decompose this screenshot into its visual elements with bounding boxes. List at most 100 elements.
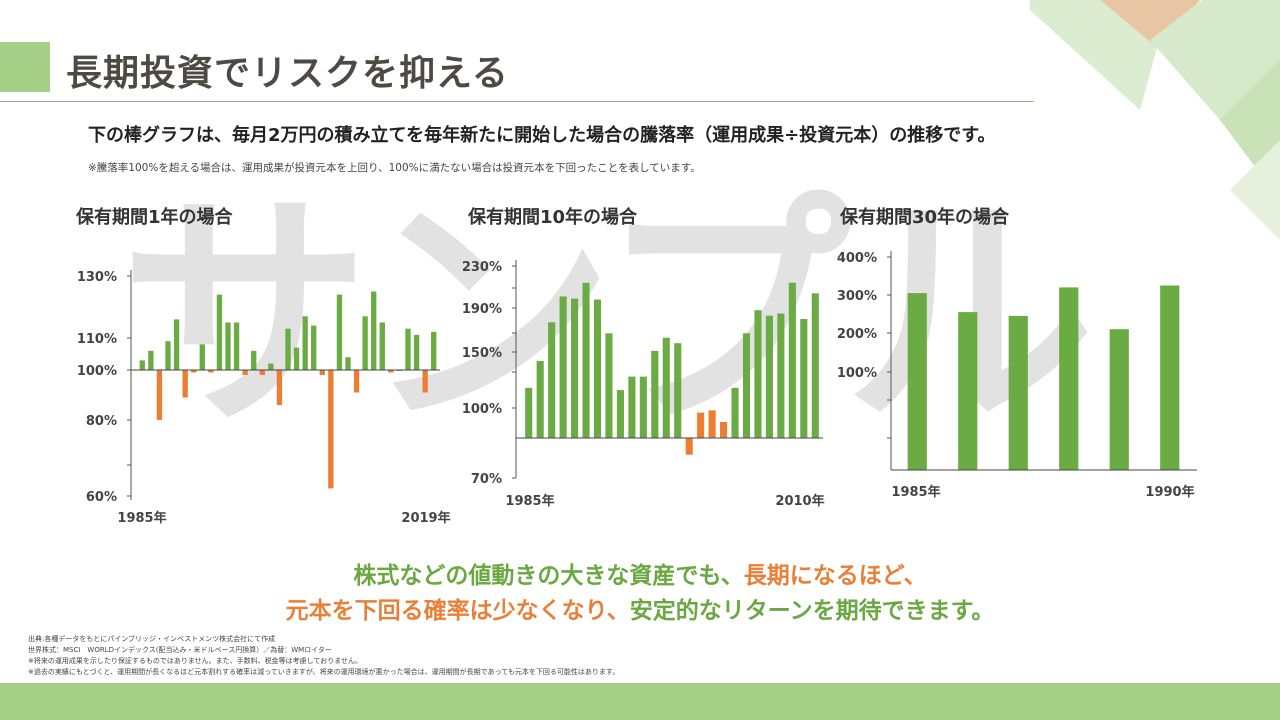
bar-1992: [199, 344, 205, 370]
bar-1998: [251, 350, 257, 370]
bar-1996: [651, 350, 659, 438]
bar-1999: [685, 438, 693, 455]
chart-description: 下の棒グラフは、毎月2万円の積み立てを毎年新たに開始した場合の騰落率（運用成果÷…: [88, 125, 996, 146]
message-line-1-b: 長期になるほど、: [743, 563, 927, 589]
bar-1988: [559, 296, 567, 438]
bar-2011: [362, 316, 368, 370]
bar-1998: [674, 343, 682, 438]
bar-2000: [268, 363, 274, 370]
bar-1990: [182, 370, 188, 398]
y-tick-label: 190%: [462, 302, 502, 317]
y-tick-label: 100%: [77, 364, 117, 379]
bar-1997: [242, 370, 248, 375]
bar-1991: [593, 299, 602, 438]
y-tick-label: 100%: [462, 402, 502, 417]
source-note: 出典:各種データをもとにパインブリッジ・インベストメンツ株式会社にて作成: [28, 635, 276, 643]
footnote-return-ratio: ※騰落率100%を超える場合は、運用成果が投資元本を上回り、100%に満たない場…: [88, 162, 701, 174]
bar-1994: [628, 376, 636, 438]
bar-2004: [742, 333, 751, 438]
bar-1990: [1160, 285, 1180, 470]
x-end-label: 2019年: [401, 510, 450, 526]
y-tick-label: 150%: [462, 346, 502, 361]
bar-1989: [1109, 329, 1129, 470]
message-line-2-a: 元本を下回る確率は少なくなり、: [285, 598, 630, 624]
y-tick-label: 200%: [837, 327, 877, 342]
bar-1985: [139, 360, 145, 370]
message-line-1-a: 株式などの値動きの大きな資産でも、: [353, 563, 744, 589]
y-tick-label: 130%: [77, 270, 117, 285]
x-start-label: 1985年: [117, 510, 166, 526]
bar-2008: [336, 294, 343, 370]
bar-2010: [353, 370, 360, 393]
bar-2018: [422, 370, 428, 393]
bar-2017: [413, 334, 420, 370]
x-start-label: 1985年: [891, 484, 940, 500]
bar-2005: [754, 310, 762, 438]
bar-1993: [616, 390, 624, 438]
bar-2002: [720, 422, 728, 438]
y-tick-label: 80%: [86, 414, 117, 429]
bar-1986: [958, 312, 978, 470]
bar-1987: [156, 370, 163, 420]
bar-1997: [662, 337, 670, 438]
bar-2007: [777, 313, 785, 438]
bar-1987: [548, 322, 556, 438]
bar-1995: [639, 376, 647, 438]
bar-1988: [1059, 287, 1079, 470]
bar-1988: [165, 341, 171, 370]
bar-2010: [811, 293, 819, 438]
chart-title-30yr: 保有期間30年の場合: [840, 207, 1010, 228]
message-line-1: 株式などの値動きの大きな資産でも、長期になるほど、: [0, 556, 1280, 590]
x-start-label: 1985年: [505, 493, 554, 509]
source-notes: 出典:各種データをもとにパインブリッジ・インベストメンツ株式会社にて作成 世界株…: [28, 634, 619, 678]
bar-1986: [536, 360, 544, 438]
bar-1993: [208, 370, 214, 373]
bar-2001: [276, 370, 283, 405]
bar-1989: [571, 298, 579, 438]
bar-2007: [328, 370, 334, 489]
bar-2004: [302, 316, 308, 370]
bar-2019: [431, 331, 437, 370]
bar-1996: [233, 322, 240, 370]
bar-2013: [379, 322, 385, 370]
bar-1999: [259, 370, 265, 375]
bar-2014: [388, 370, 394, 373]
bar-2003: [293, 347, 300, 370]
y-tick-label: 230%: [462, 260, 502, 275]
bar-1990: [582, 282, 590, 438]
y-tick-label: 70%: [471, 472, 502, 487]
y-tick-label: 60%: [86, 490, 117, 505]
bar-1991: [191, 370, 197, 373]
source-note: 世界株式：MSCI WORLDインデックス(配当込み・米ドルベース円換算）／為替…: [28, 646, 332, 654]
chart-title-10yr: 保有期間10年の場合: [468, 207, 638, 228]
bar-2003: [731, 387, 739, 438]
bar-2002: [285, 328, 291, 370]
bar-2000: [697, 412, 705, 438]
bar-1994: [216, 294, 223, 370]
bar-1992: [605, 333, 613, 438]
y-tick-label: 400%: [837, 251, 877, 266]
bar-1987: [1008, 315, 1028, 470]
bar-1995: [225, 322, 231, 370]
bar-1989: [173, 319, 180, 370]
bar-1985: [525, 387, 533, 438]
y-tick-label: 300%: [837, 289, 877, 304]
deco-shape-orange: [1100, 0, 1200, 50]
bar-2009: [800, 319, 808, 438]
deco-shape-green-3: [1230, 140, 1280, 240]
title-accent-bar: [0, 42, 50, 92]
source-note: ※将来の運用成果を示したり保証するものではありません。また、手数料、税金等は考慮…: [28, 657, 363, 665]
bar-2006: [765, 315, 773, 438]
title-divider: [0, 101, 1034, 102]
x-end-label: 2010年: [775, 493, 824, 509]
bar-2009: [345, 357, 351, 370]
page-title: 長期投資でリスクを抑える: [66, 53, 509, 94]
source-note: ※過去の実績にもとづくと、運用期間が長くなるほど元本割れする確率は減っていきます…: [28, 668, 620, 676]
message-line-2: 元本を下回る確率は少なくなり、安定的なリターンを期待できます。: [0, 591, 1280, 625]
footer-band: [0, 683, 1280, 720]
bar-1986: [148, 350, 154, 370]
bar-2008: [788, 282, 796, 438]
